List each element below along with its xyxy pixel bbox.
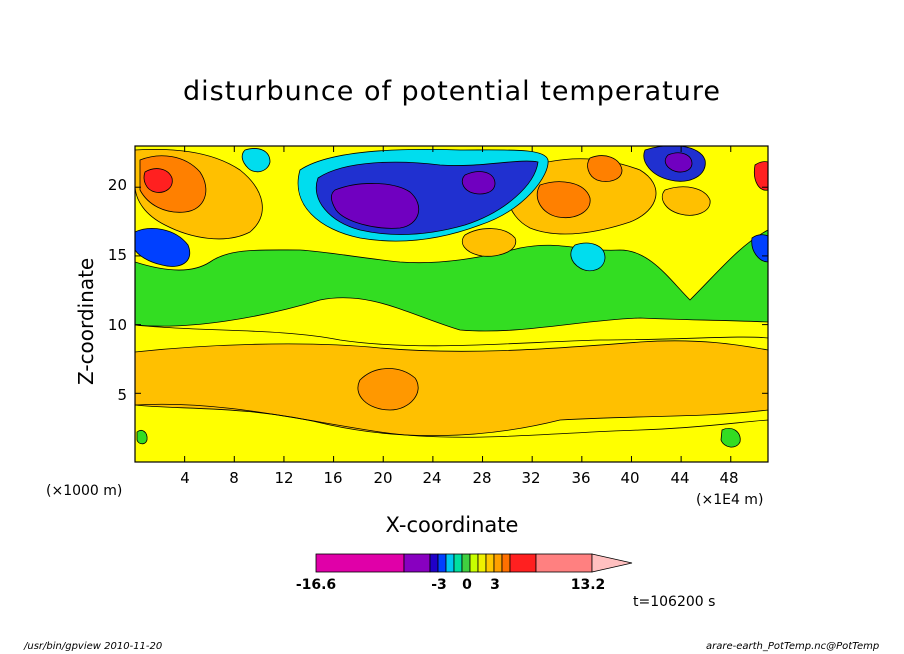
x-tick-label: 12	[274, 469, 294, 487]
band-purple-topright	[664, 152, 693, 173]
band-deep-orange-far-right	[587, 155, 623, 182]
footer-right: arare-earth_PotTemp.nc@PotTemp	[706, 641, 880, 652]
colorbar-label: -3	[431, 577, 447, 593]
colorbar-segment	[429, 553, 439, 573]
band-cyan-topleft	[241, 148, 271, 173]
band-blue-right-edge	[751, 234, 768, 263]
colorbar-label: 13.2	[570, 577, 606, 593]
x-axis-label: X-coordinate	[385, 513, 519, 537]
band-red-edge	[753, 161, 768, 191]
band-purple-center	[330, 183, 420, 229]
colorbar-label: 0	[462, 577, 472, 593]
colorbar-segment	[437, 553, 447, 573]
band-purple-upper	[461, 171, 496, 195]
band-red-left	[143, 168, 173, 193]
plot-frame	[134, 145, 769, 463]
contour-line	[135, 403, 768, 438]
colorbar-segment	[535, 553, 593, 573]
chart-title: disturbunce of potential temperature	[183, 76, 721, 107]
colorbar-segment	[453, 553, 463, 573]
colorbar-segment	[403, 553, 431, 573]
band-deep-orange-right	[536, 181, 591, 219]
band-blue-left	[135, 228, 191, 267]
band-orange-right	[661, 186, 711, 216]
band-cyan-right	[570, 242, 606, 272]
band-green-lower-right	[720, 427, 741, 448]
colorbar-segment	[501, 553, 511, 573]
colorbar	[315, 553, 633, 573]
y-tick-label: 15	[107, 246, 127, 264]
colorbar-arrow	[591, 553, 633, 573]
contour-field	[135, 146, 768, 462]
x-tick-label: 20	[373, 469, 393, 487]
footer-left: /usr/bin/gpview 2010-11-20	[24, 641, 163, 652]
colorbar-segment	[509, 553, 537, 573]
colorbar-segment	[461, 553, 471, 573]
band-deep-orange-low	[357, 368, 419, 411]
colorbar-label: -16.6	[295, 577, 337, 593]
x-tick-marks	[184, 146, 732, 462]
y-tick-label: 5	[117, 386, 127, 404]
colorbar-segment	[469, 553, 479, 573]
y-axis-label: Z-coordinate	[74, 257, 98, 385]
x-unit-label: (×1000 m)	[46, 483, 123, 499]
contour-line	[135, 324, 768, 347]
x-tick-label: 4	[180, 469, 190, 487]
colorbar-label: 3	[490, 577, 500, 593]
y-tick-marks	[135, 186, 768, 394]
y-tick-label: 20	[107, 176, 127, 194]
x-tick-label: 48	[719, 469, 739, 487]
colorbar-segment	[477, 553, 487, 573]
colorbar-segment	[315, 553, 405, 573]
x-tick-label: 24	[422, 469, 442, 487]
x-scale-label: (×1E4 m)	[696, 492, 764, 508]
colorbar-segment	[493, 553, 503, 573]
x-tick-label: 32	[521, 469, 541, 487]
band-green-lower-left	[136, 430, 148, 445]
x-tick-label: 16	[323, 469, 343, 487]
y-tick-label: 10	[107, 316, 127, 334]
time-label: t=106200 s	[633, 594, 716, 610]
x-tick-label: 36	[571, 469, 591, 487]
band-orange-mid	[461, 228, 517, 257]
x-tick-label: 44	[670, 469, 690, 487]
x-tick-label: 28	[472, 469, 492, 487]
colorbar-segment	[445, 553, 455, 573]
colorbar-segment	[485, 553, 495, 573]
x-tick-label: 8	[229, 469, 239, 487]
x-tick-label: 40	[620, 469, 640, 487]
